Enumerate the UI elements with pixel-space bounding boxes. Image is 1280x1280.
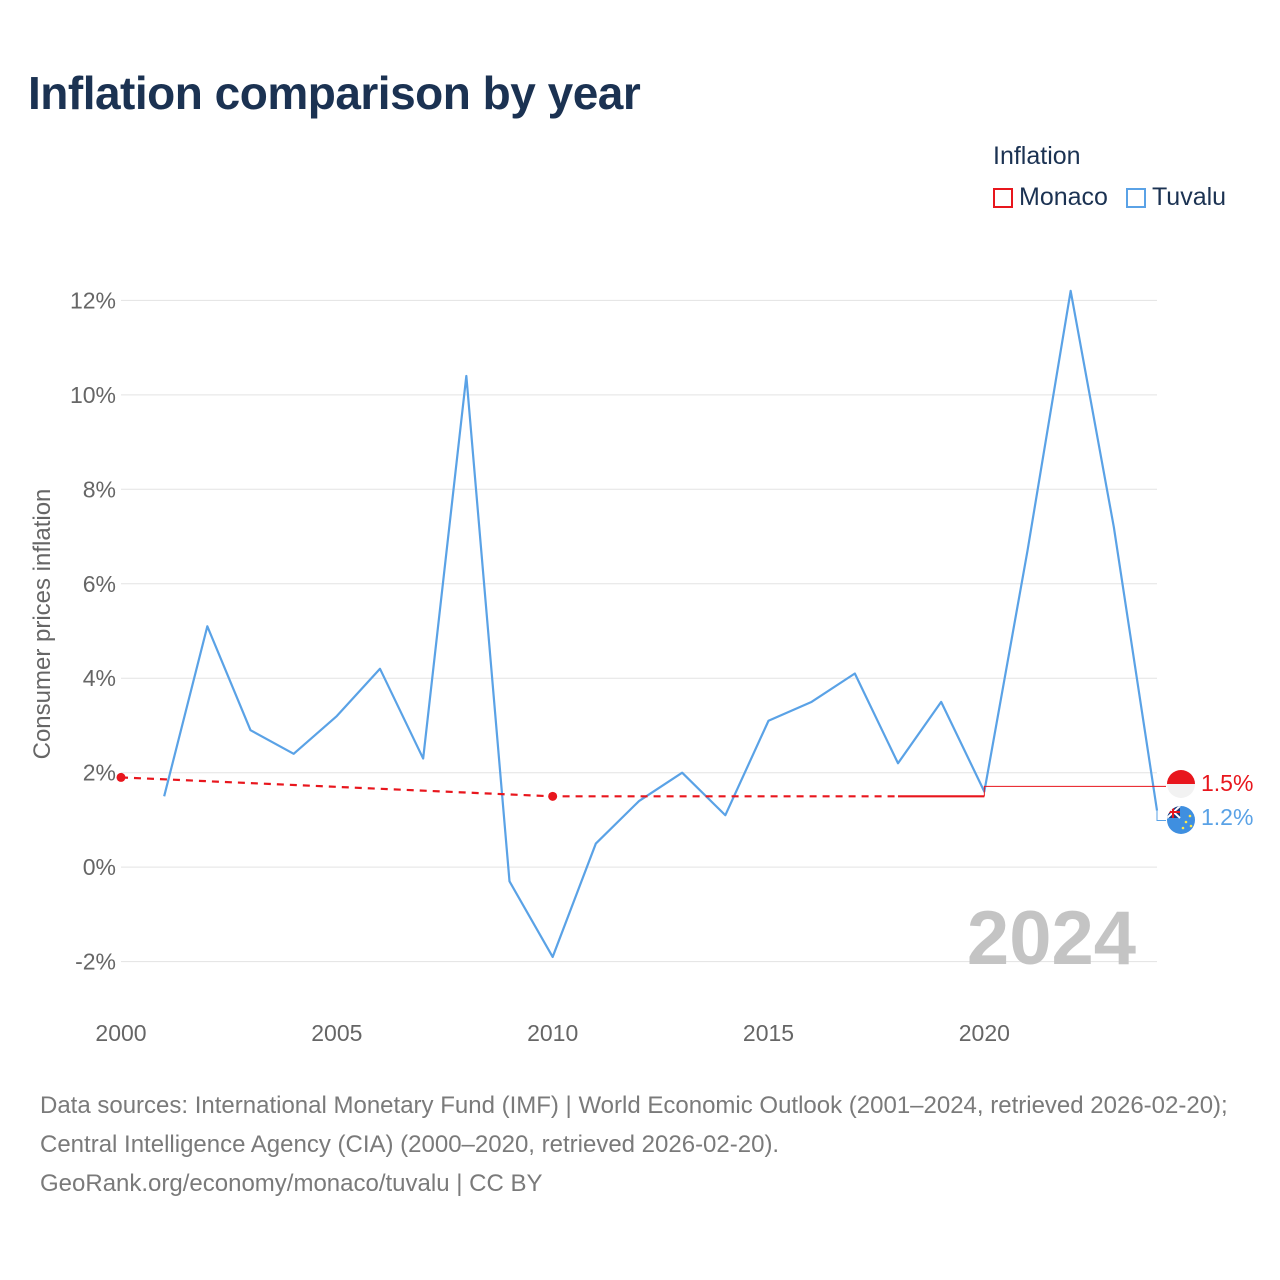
series-line-tuvalu (163, 289, 1159, 959)
y-tick-label: 6% (83, 571, 116, 597)
monaco-flag-icon (1167, 770, 1195, 798)
year-watermark: 2024 (967, 896, 1136, 981)
legend-item-tuvalu[interactable]: Tuvalu (1125, 183, 1227, 212)
end-label-tuvalu: 1.2% (1201, 804, 1253, 830)
x-tick-label: 2005 (311, 1020, 362, 1046)
legend-item-monaco[interactable]: Monaco (993, 183, 1108, 212)
leader-line-monaco (983, 785, 1166, 797)
y-axis-ticks: -2% 0% 2% 4% 6% 8% 10% 12% (70, 287, 116, 974)
legend-label-monaco: Monaco (1019, 183, 1108, 211)
leader-line-tuvalu (1156, 810, 1166, 821)
data-point-monaco (548, 791, 558, 801)
x-tick-label: 2010 (527, 1020, 578, 1046)
y-tick-label: 4% (83, 665, 116, 691)
data-point-monaco (116, 772, 126, 782)
y-axis-label: Consumer prices inflation (29, 489, 56, 760)
footer: Data sources: International Monetary Fun… (40, 1086, 1250, 1203)
x-tick-label: 2000 (95, 1020, 146, 1046)
gridlines (121, 299, 1157, 963)
y-tick-label: 12% (70, 287, 116, 313)
legend-label-tuvalu: Tuvalu (1151, 183, 1227, 211)
y-tick-label: 0% (83, 854, 116, 880)
x-axis-ticks: 2000 2005 2010 2015 2020 (95, 1020, 1010, 1046)
series-layer (116, 289, 1166, 959)
end-label-monaco: 1.5% (1201, 770, 1253, 796)
series-line-monaco-estimated (120, 776, 898, 798)
line-chart: -2% 0% 2% 4% 6% 8% 10% 12% 2000 2005 2010 2015 2020… (29, 287, 1253, 1046)
legend: Inflation Monaco Tuvalu (993, 142, 1226, 212)
legend-swatch-tuvalu (1125, 187, 1146, 208)
legend-swatch-monaco (993, 187, 1013, 208)
data-sources-text: Data sources: International Monetary Fun… (40, 1092, 1228, 1158)
chart-title: Inflation comparison by year (28, 67, 641, 119)
y-tick-label: 10% (70, 382, 116, 408)
tuvalu-flag-icon (1167, 806, 1195, 834)
x-tick-label: 2015 (743, 1020, 794, 1046)
x-tick-label: 2020 (959, 1020, 1010, 1046)
y-tick-label: 2% (83, 760, 116, 786)
y-tick-label: -2% (75, 949, 116, 975)
y-tick-label: 8% (83, 476, 116, 502)
credit-link[interactable]: GeoRank.org/economy/monaco/tuvalu | CC B… (40, 1170, 543, 1197)
legend-title: Inflation (993, 142, 1081, 170)
